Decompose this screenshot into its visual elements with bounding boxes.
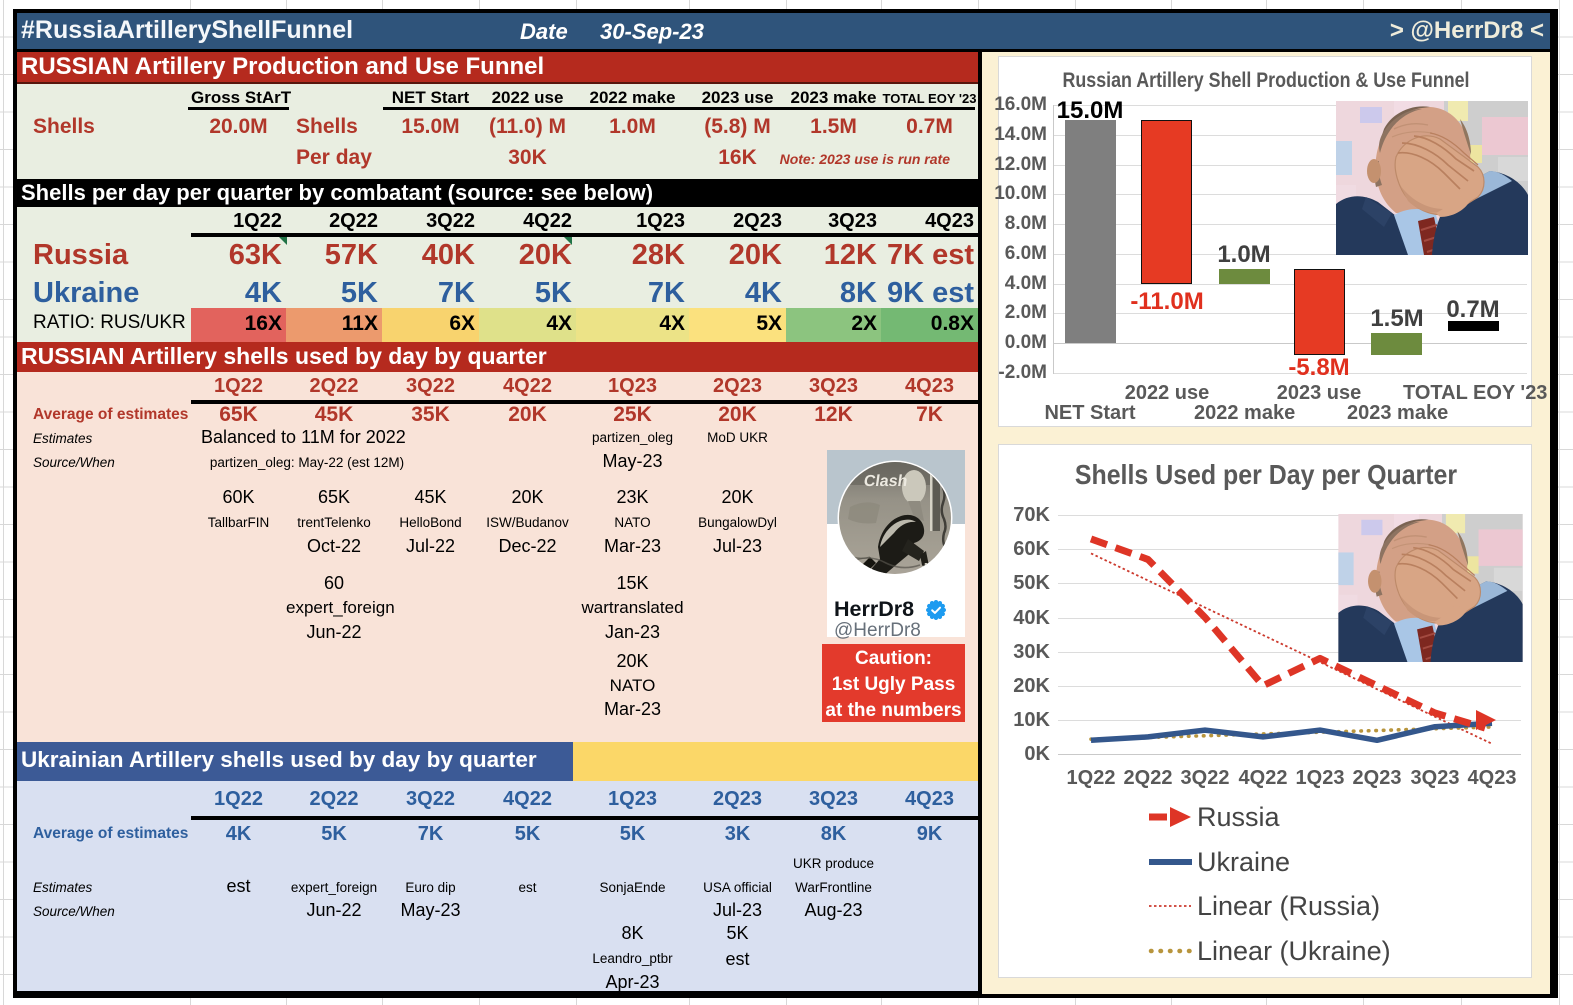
svg-text:Clash: Clash xyxy=(863,472,909,490)
